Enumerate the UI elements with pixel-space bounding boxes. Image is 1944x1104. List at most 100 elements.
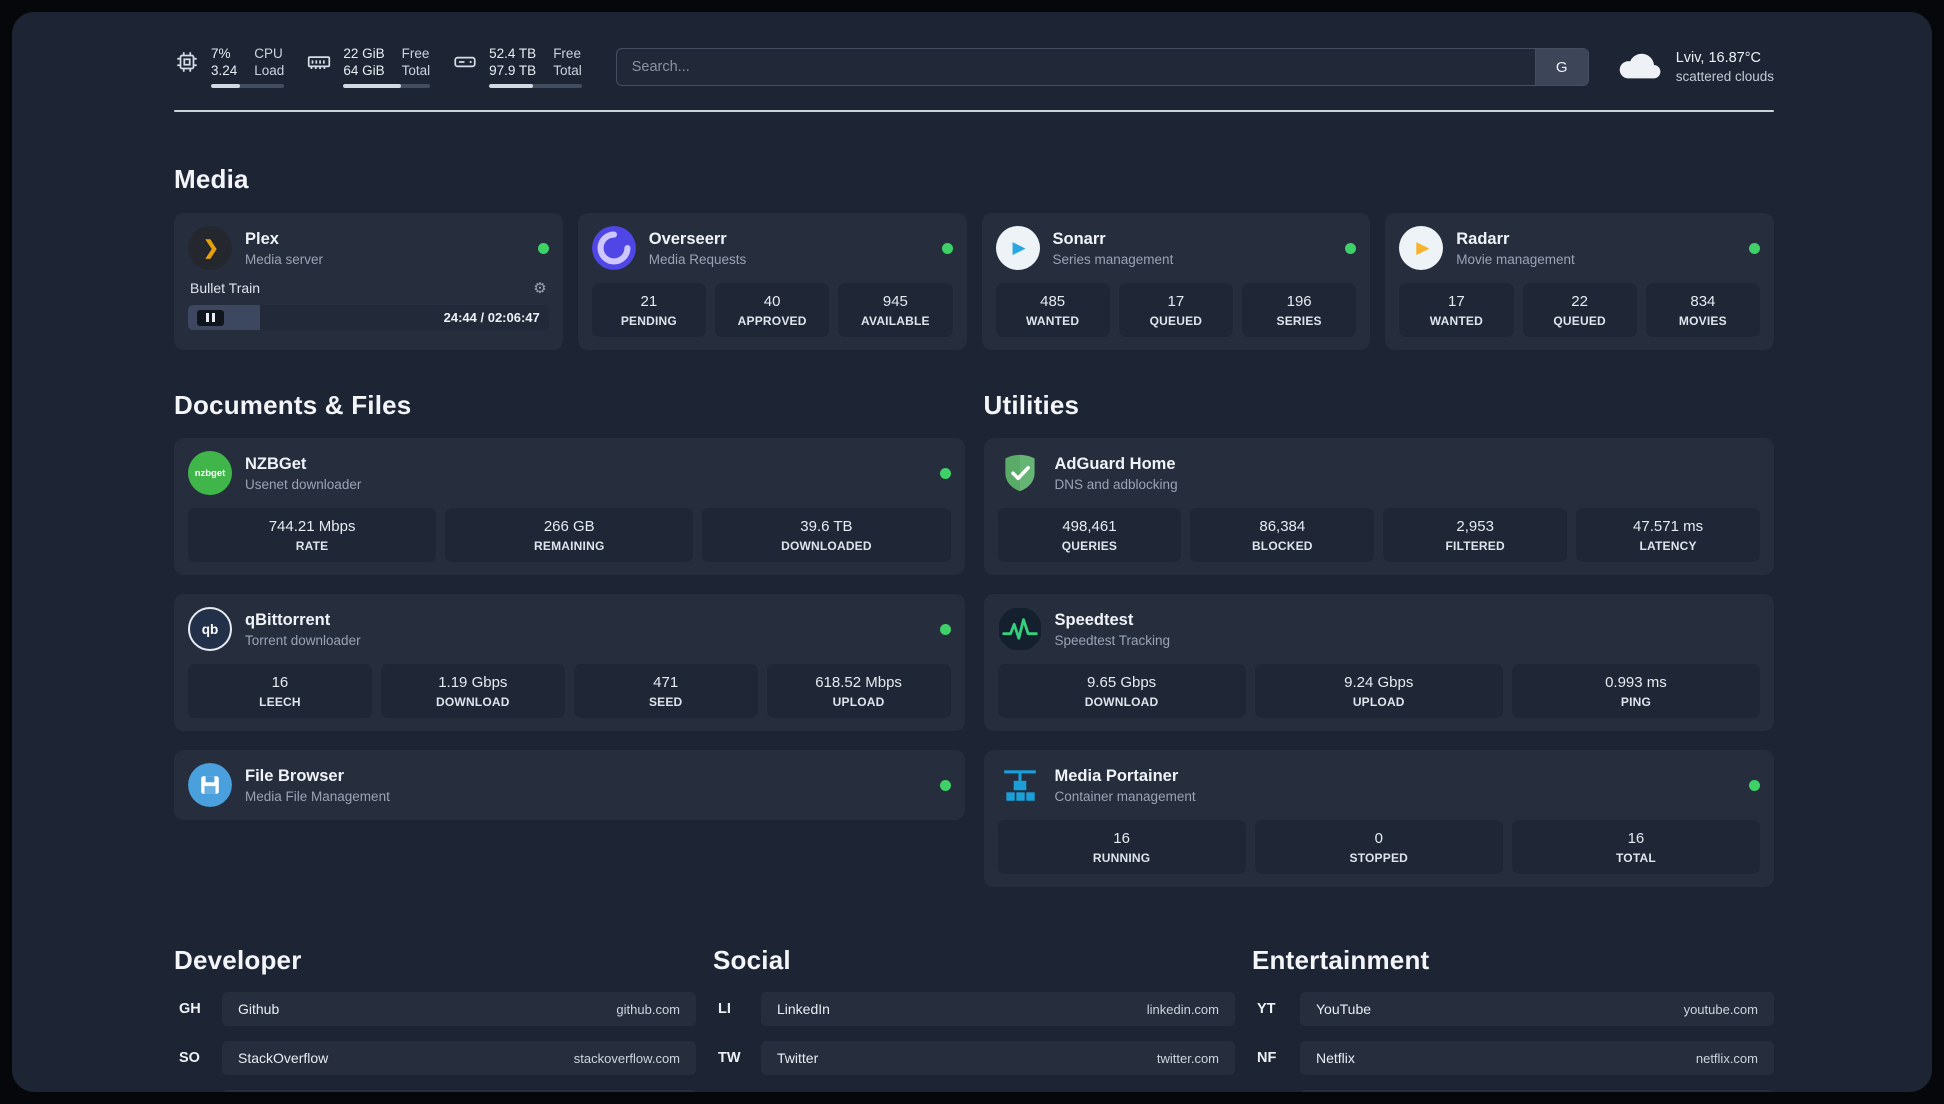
stat-value: 22: [1571, 293, 1588, 310]
stat-label: SEED: [648, 695, 683, 709]
stat-label: AVAILABLE: [861, 314, 930, 328]
bookmark-name: YouTube: [1316, 1001, 1372, 1017]
app-subtitle: Series management: [1052, 251, 1174, 267]
search-input[interactable]: [616, 49, 1535, 85]
stat-value: 2,953: [1456, 518, 1494, 535]
app-card-radarr[interactable]: ▶ Radarr Movie management 17 WANTED 22: [1385, 213, 1774, 350]
bookmark[interactable]: SO StackOverflow stackoverflow.com: [174, 1041, 696, 1075]
stat-value: 86,384: [1259, 518, 1306, 535]
app-subtitle: Movie management: [1456, 251, 1575, 267]
app-card-nzbget[interactable]: nzbget NZBGet Usenet downloader 744.21 M…: [174, 438, 965, 575]
bookmark-url: stackoverflow.com: [573, 1050, 680, 1066]
bookmarks-grid: Developer GH Github github.com SO: [174, 945, 1774, 1092]
app-card-speedtest[interactable]: Speedtest Speedtest Tracking 9.65 Gbps D…: [983, 594, 1774, 731]
qbittorrent-icon: qb: [188, 607, 232, 651]
stat-value: 196: [1286, 293, 1312, 310]
stat-value: 17: [1167, 293, 1185, 310]
bookmark-url: twitter.com: [1156, 1050, 1219, 1066]
memory-icon: [306, 46, 332, 88]
cpu-usage-value: 7%: [211, 46, 231, 61]
stat-label: WANTED: [1429, 314, 1483, 328]
cpu-progress-bar: [211, 84, 285, 88]
stat-value: 39.6 TB: [800, 518, 853, 535]
stat-label: REMAINING: [534, 539, 605, 553]
bookmark[interactable]: GH Github github.com: [174, 992, 696, 1026]
bookmark-abbr: LI: [718, 1001, 731, 1017]
stat-label: LEECH: [259, 695, 301, 709]
stat-box: 945 AVAILABLE: [838, 283, 953, 337]
stat-box: 86,384 BLOCKED: [1190, 508, 1375, 562]
stat-value: 618.52 Mbps: [815, 674, 902, 691]
disk-free-label: Free: [553, 46, 581, 61]
plex-icon: ❯: [188, 226, 232, 270]
bookmark-url: github.com: [616, 1001, 680, 1017]
memory-total-value: 64 GiB: [343, 63, 385, 78]
stat-label: BLOCKED: [1251, 539, 1313, 553]
search-provider-button[interactable]: G: [1534, 49, 1588, 85]
status-dot: [941, 242, 953, 254]
bookmark[interactable]: RE Reddit reddit.com: [1252, 1090, 1774, 1092]
stat-row: 485 WANTED 17 QUEUED 196 SERIES: [995, 283, 1357, 337]
app-card-qbittorrent[interactable]: qb qBittorrent Torrent downloader 16 LEE: [174, 594, 965, 731]
nzbget-icon: nzbget: [188, 451, 232, 495]
topbar: 7% 3.24 CPU Load: [174, 46, 1774, 88]
disk-widget: 52.4 TB 97.9 TB Free Total: [452, 46, 582, 88]
stat-label: MOVIES: [1678, 314, 1727, 328]
bookmark[interactable]: DT DEV dev.to: [174, 1090, 696, 1092]
app-subtitle: Media server: [245, 251, 324, 267]
cpu-label: CPU: [254, 46, 283, 61]
media-card-row: ❯ Plex Media server Bullet Train ⚙ 24:44…: [174, 213, 1774, 350]
app-name: Media Portainer: [1054, 766, 1179, 785]
app-card-overseerr[interactable]: Overseerr Media Requests 21 PENDING 40 A…: [577, 213, 967, 350]
app-card-filebrowser[interactable]: File Browser Media File Management: [174, 750, 965, 820]
app-name: Sonarr: [1052, 229, 1106, 248]
overseerr-icon: [591, 226, 636, 270]
stat-value: 16: [1113, 830, 1130, 847]
app-subtitle: Speedtest Tracking: [1054, 632, 1171, 648]
app-name: qBittorrent: [245, 610, 331, 629]
stat-label: DOWNLOAD: [1084, 695, 1159, 709]
stat-label: QUEUED: [1149, 314, 1203, 328]
cpu-icon: [174, 46, 200, 88]
playback-progress-bar[interactable]: 24:44 / 02:06:47: [188, 305, 549, 330]
stat-label: UPLOAD: [832, 695, 885, 709]
stat-row: 17 WANTED 22 QUEUED 834 MOVIES: [1399, 283, 1760, 337]
weather-location: Lviv, 16.87°C: [1675, 50, 1762, 66]
app-card-adguard[interactable]: AdGuard Home DNS and adblocking 498,461 …: [983, 438, 1774, 575]
cpu-widget: 7% 3.24 CPU Load: [174, 46, 285, 88]
app-card-sonarr[interactable]: ▶ Sonarr Series management 485 WANTED 17: [981, 213, 1371, 350]
app-subtitle: DNS and adblocking: [1054, 476, 1178, 492]
bookmark[interactable]: LI LinkedIn linkedin.com: [713, 992, 1235, 1026]
app-card-plex[interactable]: ❯ Plex Media server Bullet Train ⚙ 24:44…: [174, 213, 563, 350]
app-subtitle: Media File Management: [245, 788, 390, 804]
stat-box: 9.24 Gbps UPLOAD: [1254, 664, 1503, 718]
disk-icon: [452, 46, 478, 88]
bookmark[interactable]: NF Netflix netflix.com: [1252, 1041, 1774, 1075]
playback-time: 24:44 / 02:06:47: [443, 310, 540, 325]
stat-value: 16: [271, 674, 289, 691]
stat-row: 9.65 Gbps DOWNLOAD 9.24 Gbps UPLOAD 0.99…: [997, 664, 1761, 718]
pause-button[interactable]: [197, 309, 224, 326]
stat-label: LATENCY: [1639, 539, 1697, 553]
app-subtitle: Torrent downloader: [245, 632, 361, 648]
stat-label: PENDING: [620, 314, 677, 328]
stat-box: 40 APPROVED: [715, 283, 830, 337]
disk-free-value: 52.4 TB: [489, 46, 537, 61]
stat-value: 21: [640, 293, 658, 310]
status-dot: [939, 467, 951, 479]
cpu-load-label: Load: [254, 63, 285, 78]
bookmark[interactable]: YT YouTube youtube.com: [1252, 992, 1774, 1026]
stat-box: 39.6 TB DOWNLOADED: [702, 508, 951, 562]
status-dot: [1749, 779, 1760, 791]
stat-label: RUNNING: [1092, 851, 1151, 865]
stat-value: 744.21 Mbps: [268, 518, 356, 535]
app-card-portainer[interactable]: Media Portainer Container management 16 …: [983, 750, 1774, 887]
stat-label: TOTAL: [1615, 851, 1656, 865]
stat-box: 618.52 Mbps UPLOAD: [766, 664, 951, 718]
gear-icon[interactable]: ⚙: [533, 279, 547, 297]
bookmark[interactable]: TW Twitter twitter.com: [713, 1041, 1235, 1075]
stat-box: 1.19 Gbps DOWNLOAD: [380, 664, 565, 718]
disk-total-value: 97.9 TB: [489, 63, 537, 78]
portainer-icon: [998, 763, 1042, 807]
